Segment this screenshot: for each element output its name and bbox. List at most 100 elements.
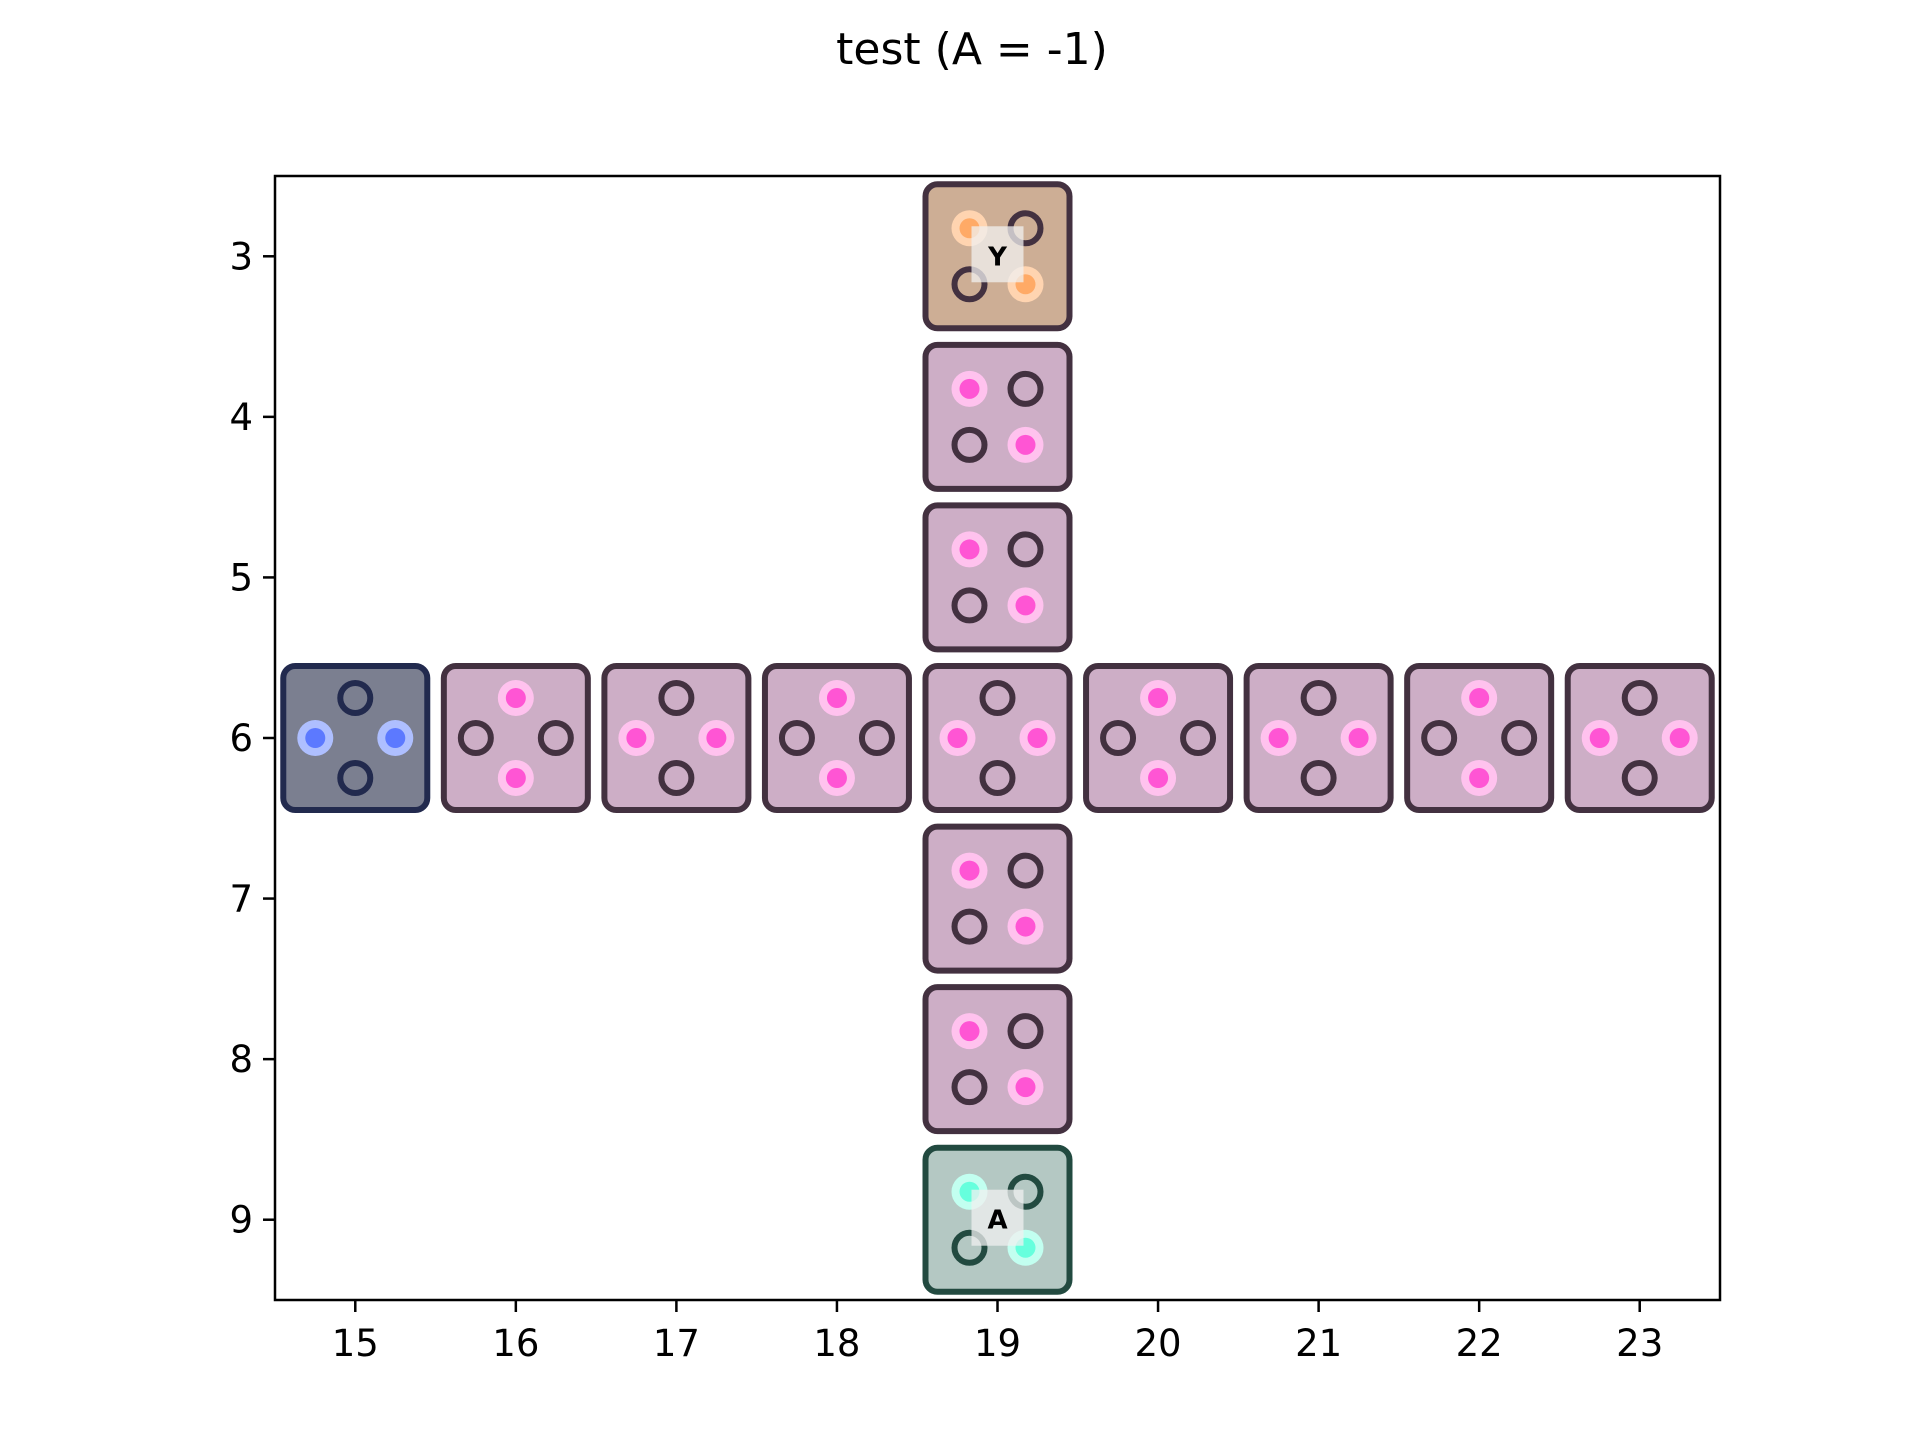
tile — [922, 663, 1073, 813]
port-dot-marker — [385, 728, 406, 748]
port-dot-marker — [959, 860, 980, 881]
port-dot-marker — [826, 688, 847, 708]
tile-box — [1404, 663, 1555, 813]
port-dot-marker — [1015, 916, 1036, 937]
tile — [280, 663, 431, 813]
port-dot-marker — [959, 539, 980, 560]
empty-port-marker — [979, 760, 1016, 796]
port-dot-marker — [505, 688, 526, 708]
empty-port-marker — [951, 1069, 988, 1106]
tile-box — [1564, 663, 1715, 813]
empty-port-marker — [1007, 370, 1044, 407]
tile-box — [922, 663, 1073, 813]
x-tick-label: 20 — [1135, 1322, 1182, 1365]
port-dot-marker — [826, 768, 847, 788]
tile — [1243, 663, 1394, 813]
empty-port-marker — [457, 720, 494, 756]
tile-label: A — [987, 1206, 1007, 1236]
y-tick-label: 5 — [229, 556, 253, 599]
chart-title: test (A = -1) — [836, 24, 1108, 75]
empty-port-marker — [1621, 760, 1658, 796]
tile: A — [922, 1144, 1073, 1295]
y-tick-label: 6 — [229, 717, 253, 760]
tile — [922, 823, 1073, 974]
port-dot-marker — [505, 768, 526, 788]
empty-port-marker — [1501, 720, 1538, 756]
empty-port-marker — [337, 760, 374, 796]
port-dot-marker — [1015, 595, 1036, 616]
x-tick-label: 19 — [974, 1322, 1021, 1365]
tile-box — [922, 341, 1073, 492]
port-dot-marker — [947, 728, 968, 748]
x-tick-label: 17 — [653, 1322, 700, 1365]
tile — [440, 663, 591, 813]
port-dot-marker — [1669, 728, 1690, 748]
empty-port-marker — [1007, 1013, 1044, 1050]
tile-box — [1243, 663, 1394, 813]
x-tick-label: 18 — [813, 1322, 860, 1365]
tile — [922, 502, 1073, 653]
cells-layer: YA — [280, 181, 1715, 1295]
empty-port-marker — [1300, 680, 1337, 716]
empty-port-marker — [858, 720, 895, 756]
tile-box — [280, 663, 431, 813]
y-tick-label: 4 — [229, 396, 253, 439]
tile — [761, 663, 912, 813]
empty-port-marker — [337, 680, 374, 716]
tile-box — [922, 502, 1073, 653]
empty-port-marker — [951, 266, 988, 303]
port-dot-marker — [1589, 728, 1610, 748]
empty-port-marker — [951, 1229, 988, 1266]
x-tick-label: 21 — [1295, 1322, 1342, 1365]
port-dot-marker — [706, 728, 727, 748]
port-dot-marker — [1348, 728, 1369, 748]
empty-port-marker — [658, 760, 695, 796]
port-dot-marker — [1148, 768, 1169, 788]
empty-port-marker — [778, 720, 815, 756]
x-axis: 15 16 17 18 19 20 21 22 23 — [332, 1300, 1663, 1365]
y-tick-label: 8 — [229, 1038, 253, 1081]
empty-port-marker — [951, 908, 988, 945]
x-tick-label: 22 — [1456, 1322, 1503, 1365]
tile — [922, 341, 1073, 492]
port-dot-marker — [959, 378, 980, 399]
tile — [601, 663, 752, 813]
empty-port-marker — [1100, 720, 1137, 756]
tile-box — [922, 984, 1073, 1135]
tile-box — [601, 663, 752, 813]
tile — [922, 984, 1073, 1135]
tile-box — [922, 823, 1073, 974]
tile — [1404, 663, 1555, 813]
y-tick-label: 3 — [229, 235, 253, 278]
empty-port-marker — [1421, 720, 1458, 756]
y-tick-label: 9 — [229, 1199, 253, 1242]
empty-port-marker — [1300, 760, 1337, 796]
port-dot-marker — [959, 1021, 980, 1042]
y-tick-label: 7 — [229, 878, 253, 921]
port-dot-marker — [1015, 1077, 1036, 1098]
x-tick-label: 15 — [332, 1322, 379, 1365]
x-tick-label: 16 — [492, 1322, 539, 1365]
port-dot-marker — [305, 728, 326, 748]
x-tick-label: 23 — [1616, 1322, 1663, 1365]
tile-label: Y — [987, 242, 1008, 272]
port-dot-marker — [1469, 688, 1490, 708]
port-dot-marker — [1027, 728, 1048, 748]
port-dot-marker — [1469, 768, 1490, 788]
empty-port-marker — [658, 680, 695, 716]
empty-port-marker — [1007, 852, 1044, 889]
empty-port-marker — [979, 680, 1016, 716]
port-dot-marker — [1148, 688, 1169, 708]
tile-box — [1083, 663, 1234, 813]
empty-port-marker — [1621, 680, 1658, 716]
port-dot-marker — [626, 728, 647, 748]
tile-label-box — [971, 226, 1024, 283]
tile — [1083, 663, 1234, 813]
tile — [1564, 663, 1715, 813]
empty-port-marker — [951, 587, 988, 624]
empty-port-marker — [1180, 720, 1217, 756]
port-dot-marker — [1268, 728, 1289, 748]
empty-port-marker — [1007, 531, 1044, 568]
tile: Y — [922, 181, 1073, 332]
